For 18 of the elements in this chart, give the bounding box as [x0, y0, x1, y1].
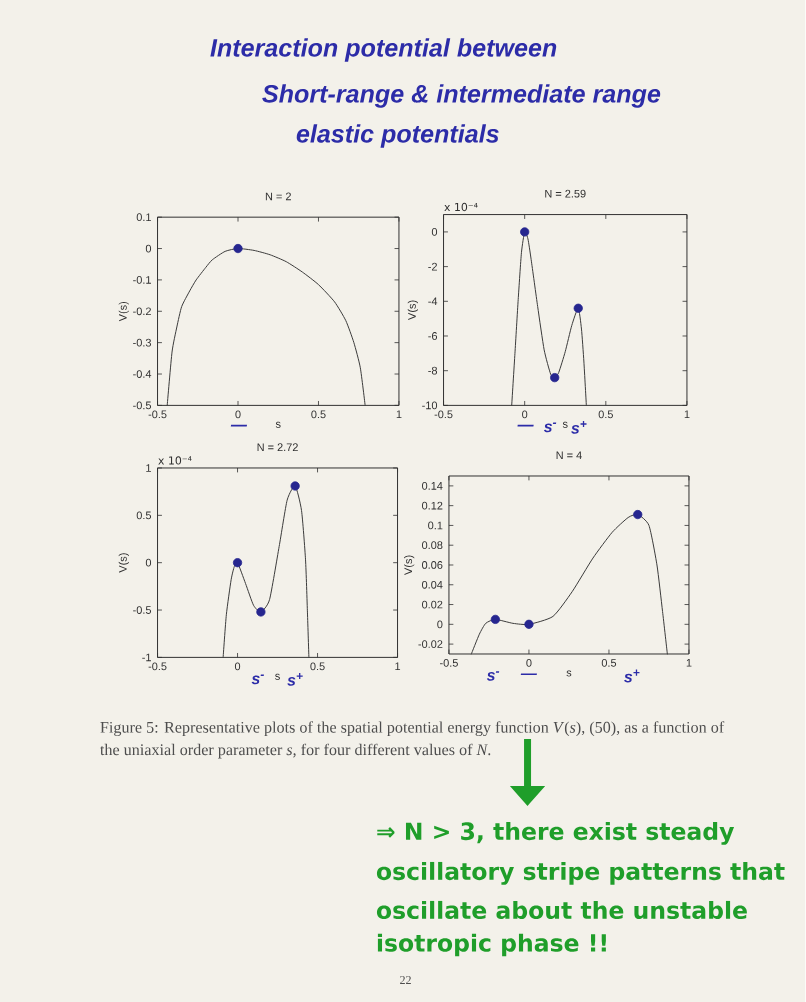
point: [524, 619, 534, 629]
text: Interaction potential between: [210, 38, 557, 62]
text: isotropic phase !!: [378, 933, 607, 957]
point: [233, 558, 243, 568]
text: oscillate about the unstable: [377, 900, 748, 920]
point: [290, 481, 300, 491]
text: the uniaxial order parameter s, for four different values of N.: [100, 743, 491, 759]
point: [256, 607, 266, 617]
text: ⇒ N > 3, there exist steady: [377, 821, 735, 845]
caption: Figure 5: Representative plots of the spatial potential energy function V(s), (50), as a function of: [100, 721, 725, 737]
point: [490, 614, 501, 624]
text: oscillatory stripe patterns that: [377, 861, 785, 885]
text: elastic potentials: [296, 124, 499, 148]
point: [550, 373, 560, 383]
text: Short-range & intermediate range: [262, 84, 661, 108]
point: [633, 509, 643, 520]
point: [573, 303, 584, 313]
point: [520, 227, 530, 237]
